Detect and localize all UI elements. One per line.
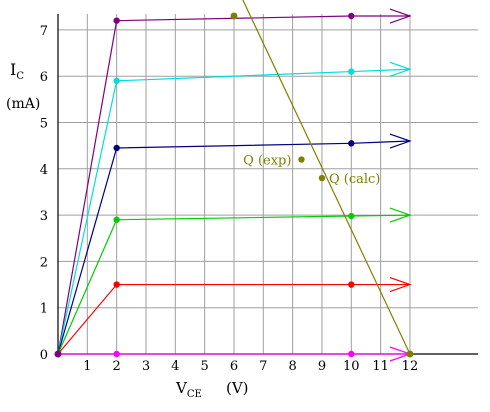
load-line-point xyxy=(406,350,414,358)
x-tick-label: 1 xyxy=(83,359,91,374)
series-line xyxy=(57,140,410,355)
x-axis-label: VCE xyxy=(175,379,202,400)
y-axis-label-sub: C xyxy=(16,71,24,82)
y-axis-label: IC xyxy=(10,60,24,82)
x-tick-label: 7 xyxy=(259,359,267,374)
y-tick-label: 2 xyxy=(40,255,48,270)
x-tick-label: 5 xyxy=(201,359,209,374)
x-axis-label-main: V xyxy=(175,379,188,397)
x-tick-label: 6 xyxy=(230,359,238,374)
series-point xyxy=(113,77,120,85)
q-point-label: Q (calc) xyxy=(329,172,380,187)
x-tick-label: 8 xyxy=(288,359,296,374)
load-line-point xyxy=(230,12,238,20)
x-tick-label: 2 xyxy=(113,359,121,374)
x-tick-label: 12 xyxy=(402,359,419,374)
series-point xyxy=(113,216,120,223)
series-point xyxy=(348,12,355,20)
series-point xyxy=(348,281,355,288)
y-axis-unit: (mA) xyxy=(6,96,40,112)
x-tick-label: 3 xyxy=(142,359,150,374)
load-line xyxy=(242,0,411,355)
y-tick-label: 3 xyxy=(40,209,48,224)
series-line xyxy=(57,68,410,355)
series-point xyxy=(348,212,355,220)
q-point xyxy=(298,156,305,163)
axes xyxy=(57,14,478,355)
y-axis-label-main: I xyxy=(10,60,16,79)
x-tick-label: 11 xyxy=(372,359,389,374)
series-arrowhead xyxy=(389,61,412,77)
y-tick-label: 0 xyxy=(40,348,48,363)
series-point xyxy=(113,281,120,288)
series-point xyxy=(113,144,120,152)
y-tick-label: 4 xyxy=(40,163,48,178)
series-point xyxy=(348,68,355,75)
y-tick-label: 7 xyxy=(40,24,48,39)
grid xyxy=(58,14,478,354)
origin-point xyxy=(54,350,62,358)
series-line xyxy=(57,214,410,355)
series-arrowhead xyxy=(389,8,412,24)
y-tick-label: 5 xyxy=(40,117,48,132)
x-axis-label-sub: CE xyxy=(187,389,202,400)
series-point xyxy=(348,350,355,358)
load-line-group xyxy=(230,0,414,358)
series-line xyxy=(57,283,410,355)
points-group: Q (exp) Q (calc) xyxy=(243,154,380,188)
series-point xyxy=(113,17,120,24)
series-point xyxy=(113,350,120,358)
x-tick-label: 4 xyxy=(171,359,179,374)
series-arrowhead xyxy=(389,133,412,149)
q-point xyxy=(318,174,326,182)
x-tick-label: 9 xyxy=(318,359,326,374)
q-point-label: Q (exp) xyxy=(243,154,291,169)
x-tick-label: 10 xyxy=(343,359,360,374)
x-axis-unit: (V) xyxy=(226,379,249,397)
y-tick-label: 6 xyxy=(40,70,48,85)
y-tick-label: 1 xyxy=(40,302,48,317)
series-point xyxy=(348,140,355,147)
series-arrowhead xyxy=(389,207,412,223)
series-arrowhead xyxy=(389,276,412,293)
